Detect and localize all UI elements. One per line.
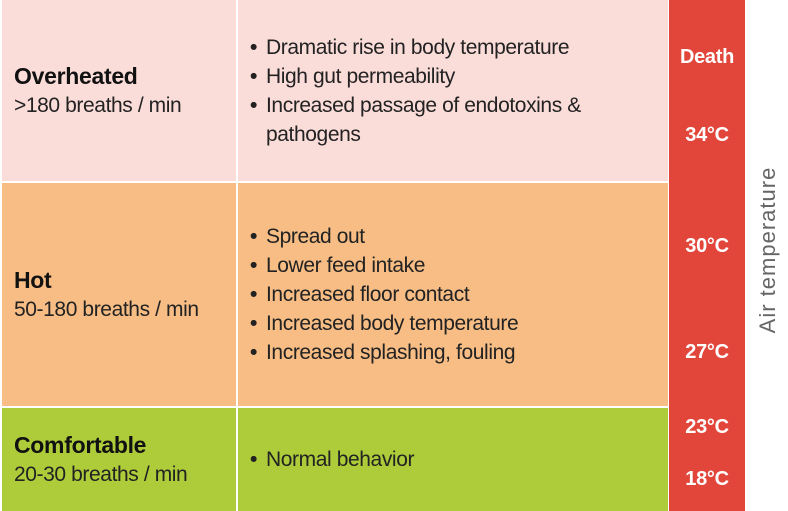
bullet-glyph: •	[250, 448, 257, 471]
temp-label-death: Death	[679, 46, 735, 68]
temp-label-23c: 23°C	[685, 416, 729, 438]
status-cell: Hot 50-180 breaths / min	[2, 183, 236, 406]
effect-item: • Dramatic rise in body temperature	[250, 33, 668, 62]
row-comfortable: Comfortable 20-30 breaths / min • Normal …	[2, 408, 668, 511]
column-divider	[236, 408, 238, 511]
effect-item: • Normal behavior	[250, 445, 668, 474]
bullet-glyph: •	[250, 312, 257, 335]
temp-label-27c: 27°C	[685, 341, 729, 363]
effect-item: • Increased splashing, fouling	[250, 338, 668, 367]
effect-item: • Increased floor contact	[250, 280, 668, 309]
effect-item: • High gut permeability	[250, 62, 668, 91]
temp-label-34c: 34°C	[685, 124, 729, 146]
bullet-glyph: •	[250, 341, 257, 364]
status-title: Overheated	[14, 62, 138, 89]
row-separator	[2, 406, 668, 408]
bullet-glyph: •	[250, 93, 257, 117]
effects-cell: • Normal behavior	[238, 408, 668, 511]
temp-label-30c: 30°C	[685, 235, 729, 257]
temp-label-18c: 18°C	[685, 468, 729, 490]
effects-cell: • Dramatic rise in body temperature • High…	[238, 0, 668, 181]
breathing-rate: 20-30 breaths / min	[14, 462, 188, 486]
column-divider	[236, 0, 238, 181]
axis-label-air-temperature: Air temperature	[755, 166, 780, 334]
status-cell: Comfortable 20-30 breaths / min	[2, 408, 236, 511]
breathing-rate: >180 breaths / min	[14, 93, 182, 117]
bullet-glyph: •	[250, 225, 257, 248]
effect-item: • Lower feed intake	[250, 251, 668, 280]
status-title: Hot	[14, 266, 52, 293]
effect-item: • Increased passage of endotoxins & patho…	[250, 91, 668, 149]
row-hot: Hot 50-180 breaths / min • Spread out • Lo…	[2, 183, 668, 406]
row-separator	[2, 181, 668, 183]
status-cell: Overheated >180 breaths / min	[2, 0, 236, 181]
bullet-glyph: •	[250, 254, 257, 277]
bullet-glyph: •	[250, 64, 257, 88]
bullet-glyph: •	[250, 283, 257, 306]
row-overheated: Overheated >180 breaths / min • Dramatic …	[2, 0, 668, 181]
column-divider	[236, 183, 238, 406]
effects-cell: • Spread out • Lower feed intake • Increase…	[238, 183, 668, 406]
effect-item: • Increased body temperature	[250, 309, 668, 338]
bullet-glyph: •	[250, 35, 257, 59]
effect-item: • Spread out	[250, 222, 668, 251]
breathing-rate: 50-180 breaths / min	[14, 297, 199, 321]
temperature-bar	[669, 0, 745, 511]
status-title: Comfortable	[14, 431, 147, 458]
